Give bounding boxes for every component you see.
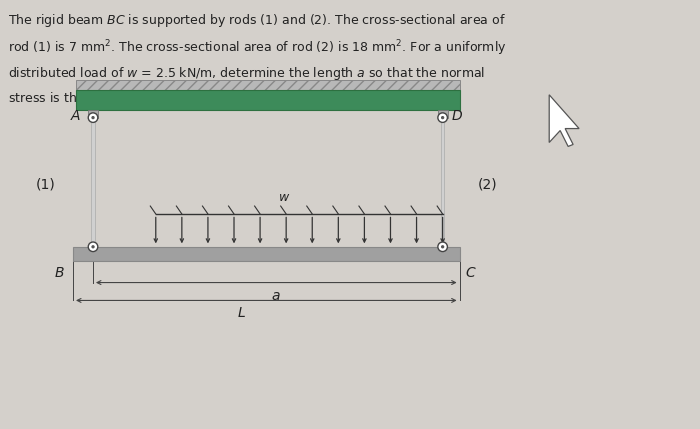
Bar xyxy=(76,80,460,90)
Circle shape xyxy=(438,113,447,122)
Bar xyxy=(73,247,460,261)
Bar xyxy=(91,122,94,247)
Circle shape xyxy=(88,242,98,251)
Text: $w$: $w$ xyxy=(278,191,290,204)
Circle shape xyxy=(441,245,444,248)
Circle shape xyxy=(92,245,94,248)
Circle shape xyxy=(438,242,447,251)
Polygon shape xyxy=(550,95,579,146)
Bar xyxy=(76,90,460,110)
Text: $A$: $A$ xyxy=(70,109,81,123)
Text: rod (1) is 7 mm$^2$. The cross-sectional area of rod (2) is 18 mm$^2$. For a uni: rod (1) is 7 mm$^2$. The cross-sectional… xyxy=(8,39,507,58)
Text: $D$: $D$ xyxy=(451,109,463,123)
Circle shape xyxy=(441,116,444,119)
Bar xyxy=(441,122,444,247)
Circle shape xyxy=(92,116,94,119)
Text: $B$: $B$ xyxy=(55,266,65,280)
Circle shape xyxy=(88,113,98,122)
Text: The rigid beam $BC$ is supported by rods (1) and (2). The cross-sectional area o: The rigid beam $BC$ is supported by rods… xyxy=(8,12,506,29)
Text: (1): (1) xyxy=(36,178,55,192)
Text: $L$: $L$ xyxy=(237,306,246,320)
Text: (2): (2) xyxy=(477,178,497,192)
Text: distributed load of $w$ = 2.5 kN/m, determine the length $a$ so that the normal: distributed load of $w$ = 2.5 kN/m, dete… xyxy=(8,65,486,82)
Text: $C$: $C$ xyxy=(465,266,476,280)
Bar xyxy=(438,110,447,118)
Bar xyxy=(88,110,98,118)
Text: $a$: $a$ xyxy=(272,289,281,302)
Text: stress is the same in each rod. Assume $L$ = 3.10 m.: stress is the same in each rod. Assume $… xyxy=(8,91,332,105)
